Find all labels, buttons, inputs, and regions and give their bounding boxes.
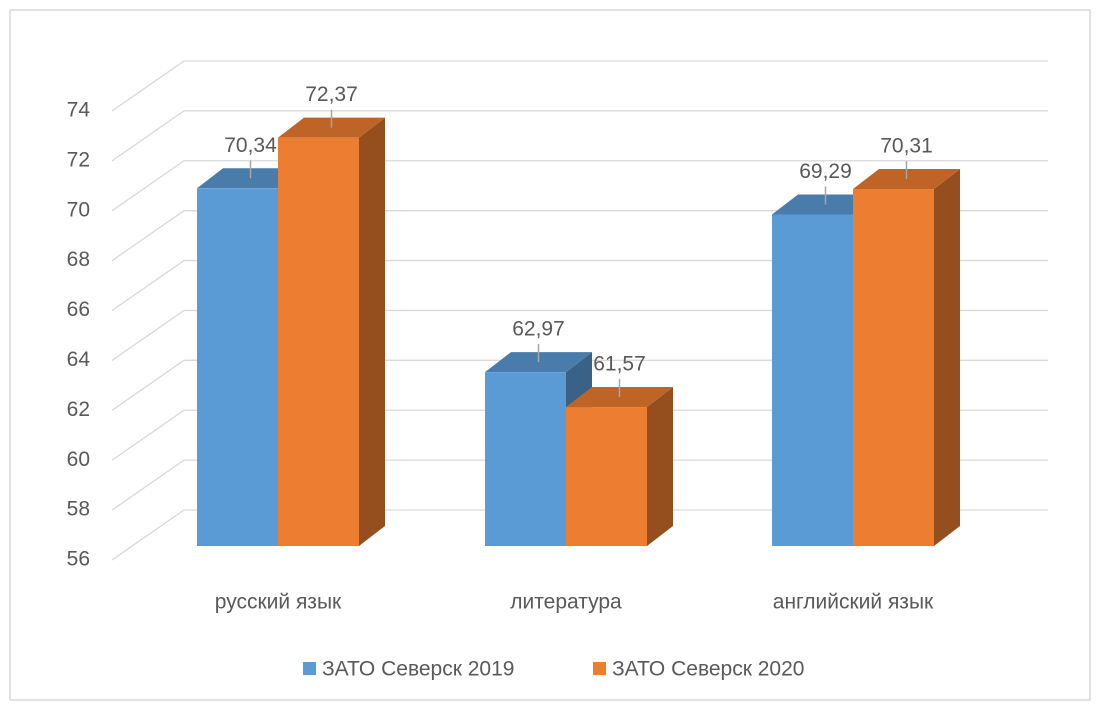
data-label: 61,57 [593, 353, 646, 376]
grid-line [111, 160, 1048, 212]
x-tick-label: литература [510, 591, 622, 614]
bar [566, 407, 647, 546]
bar [278, 137, 359, 547]
grid-line [111, 309, 1048, 361]
bar-side [359, 117, 385, 546]
grid-line [111, 60, 1048, 112]
grid-line [111, 359, 1048, 411]
data-label: 72,37 [305, 83, 358, 106]
data-label: 62,97 [512, 318, 565, 341]
legend-swatch [303, 662, 316, 675]
x-tick-label: русский язык [215, 591, 342, 614]
bar-side [647, 387, 673, 546]
grid-line [111, 259, 1048, 312]
y-tick-label: 66 [67, 298, 90, 321]
y-tick-label: 56 [67, 548, 90, 571]
grid-line [111, 210, 1048, 262]
bar [485, 372, 566, 546]
bar [197, 188, 278, 546]
bar-side [934, 169, 960, 547]
y-tick-label: 74 [67, 99, 91, 122]
data-label: 70,34 [224, 134, 277, 157]
y-tick-label: 68 [67, 248, 90, 271]
bar [772, 214, 853, 546]
y-tick-label: 64 [67, 348, 91, 371]
legend-label: ЗАТО Северск 2019 [322, 658, 514, 681]
y-tick-label: 62 [67, 398, 90, 421]
y-tick-label: 58 [67, 498, 90, 521]
legend-swatch [593, 662, 606, 675]
y-tick-label: 60 [67, 448, 90, 471]
data-label: 69,29 [799, 160, 852, 183]
y-tick-label: 70 [67, 198, 90, 221]
bar [853, 189, 934, 547]
y-tick-label: 72 [67, 148, 90, 171]
data-label: 70,31 [880, 135, 933, 158]
x-tick-label: английский язык [773, 591, 934, 614]
grid-line [111, 459, 1048, 511]
grid-line [111, 110, 1048, 162]
grid-line [111, 409, 1048, 461]
grid-line [111, 509, 1048, 561]
legend-label: ЗАТО Северск 2020 [612, 658, 804, 681]
